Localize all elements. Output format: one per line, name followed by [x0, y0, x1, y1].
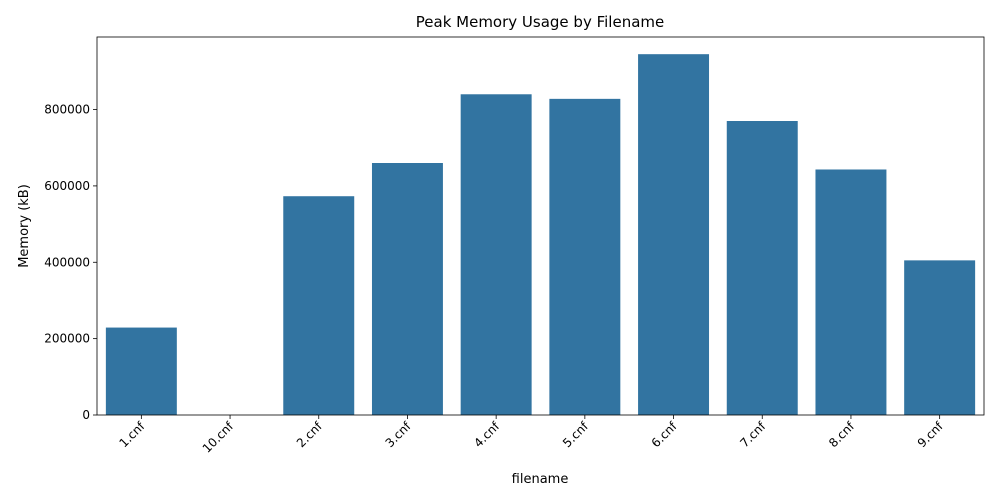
x-tick-label: 5.cnf — [560, 419, 592, 451]
x-tick-label: 3.cnf — [383, 419, 415, 451]
y-axis-title: Memory (kB) — [17, 184, 32, 268]
bar-1.cnf — [105, 327, 177, 415]
plot-frame — [96, 36, 985, 416]
x-tick-label: 4.cnf — [471, 419, 503, 451]
y-axis-ticks: 0 200000 400000 600000 800000 — [44, 103, 97, 422]
x-tick-label: 10.cnf — [200, 419, 237, 456]
bar-8.cnf — [815, 169, 887, 415]
bar-4.cnf — [460, 94, 532, 415]
bar-2.cnf — [283, 196, 355, 415]
y-tick-label: 0 — [82, 408, 90, 422]
y-tick-label: 800000 — [44, 103, 90, 117]
y-tick-label: 200000 — [44, 332, 90, 346]
y-tick-label: 400000 — [44, 255, 90, 269]
x-tick-label: 9.cnf — [915, 419, 947, 451]
x-tick-label: 8.cnf — [826, 419, 858, 451]
bar-7.cnf — [726, 121, 798, 415]
x-tick-label: 6.cnf — [649, 419, 681, 451]
x-axis-title: filename — [512, 472, 569, 487]
bars-group — [105, 54, 976, 415]
bar-3.cnf — [371, 163, 443, 415]
bar-5.cnf — [549, 98, 621, 415]
chart-title: Peak Memory Usage by Filename — [416, 13, 664, 31]
x-tick-label: 2.cnf — [294, 419, 326, 451]
x-tick-label: 1.cnf — [116, 419, 148, 451]
bar-6.cnf — [638, 54, 710, 415]
y-tick-label: 600000 — [44, 179, 90, 193]
bar-9.cnf — [904, 260, 976, 415]
x-axis-ticks: 1.cnf 10.cnf 2.cnf 3.cnf 4.cnf 5.cnf 6.cnf 7.cn… — [116, 415, 946, 456]
x-tick-label: 7.cnf — [737, 419, 769, 451]
